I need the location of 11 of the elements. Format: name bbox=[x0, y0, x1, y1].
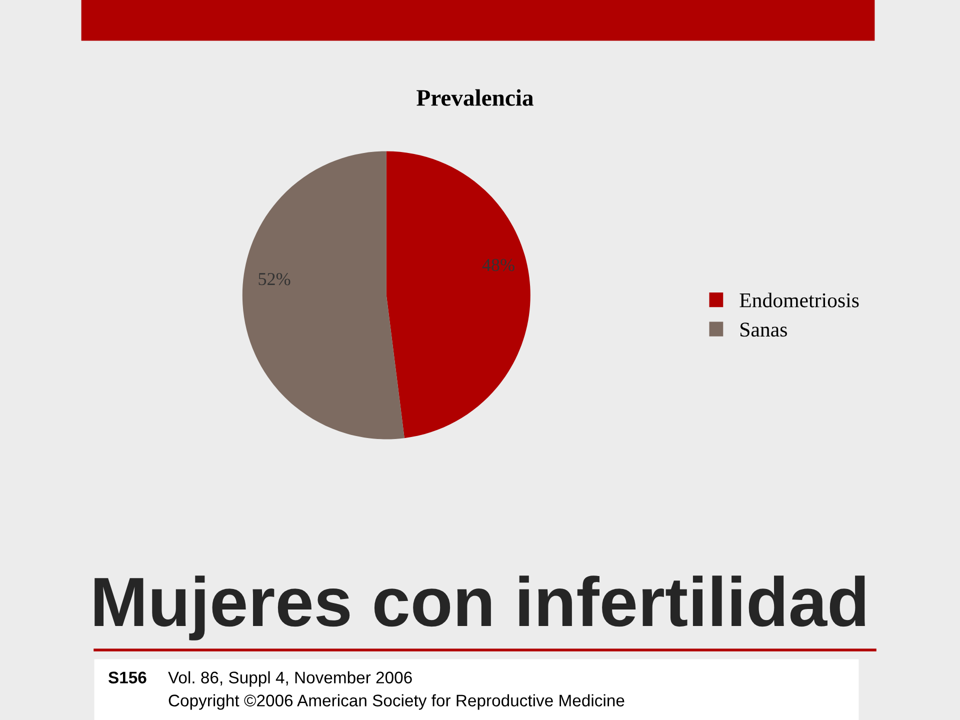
text: Vol. 86, Suppl 4, November 2006 bbox=[168, 671, 412, 687]
text: S156 bbox=[108, 672, 146, 684]
pie-slice bbox=[242, 151, 404, 440]
text: Mujeres con infertilidad bbox=[94, 576, 865, 640]
chart-title: Prevalencia bbox=[416, 89, 534, 106]
text: Copyright ©2006 American Society for Reproductive Medicine bbox=[168, 694, 624, 710]
pie-slice bbox=[386, 151, 530, 438]
data-label: 52% bbox=[258, 272, 290, 286]
legend-label: Endometriosis bbox=[740, 292, 859, 308]
legend-label: Sanas bbox=[740, 322, 787, 337]
data-label: 48% bbox=[482, 258, 514, 272]
